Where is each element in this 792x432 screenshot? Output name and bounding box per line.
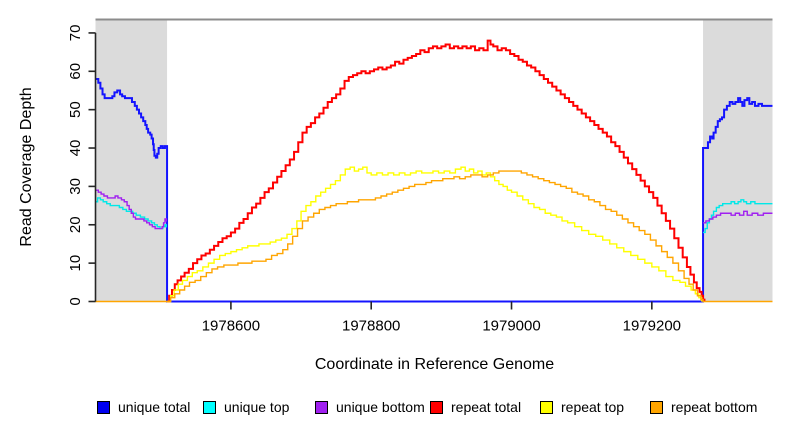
legend-label: unique total <box>118 399 191 415</box>
y-tick-label: 30 <box>67 178 84 195</box>
legend-label: repeat bottom <box>671 399 758 415</box>
legend-swatch-unique-top <box>203 401 216 414</box>
legend-item-unique-top: unique top <box>203 399 289 415</box>
legend-item-repeat-top: repeat top <box>540 399 624 415</box>
legend-swatch-unique-bottom <box>315 401 328 414</box>
series-repeat-bottom-line <box>95 170 773 303</box>
legend-item-unique-bottom: unique bottom <box>315 399 425 415</box>
y-tick-label: 60 <box>67 63 84 80</box>
y-tick-label: 50 <box>67 101 84 118</box>
legend-swatch-unique-total <box>97 401 110 414</box>
coverage-plot: 0 10 20 30 40 50 60 70 1978600 1978800 1979000 1979… <box>67 18 773 335</box>
y-tick-label: 40 <box>67 140 84 157</box>
series-unique-bottom-line <box>703 210 773 224</box>
series-repeat-total-line <box>167 39 706 303</box>
series-repeat-top-line <box>167 166 703 303</box>
y-tick-label: 0 <box>67 297 84 305</box>
x-tick-label: 1978800 <box>342 318 400 335</box>
legend-label: unique bottom <box>336 399 425 415</box>
legend-item-unique-total: unique total <box>97 399 190 415</box>
x-axis-title: Coordinate in Reference Genome <box>314 356 555 373</box>
y-tick-label: 70 <box>67 25 84 42</box>
shaded-region-right <box>703 19 773 302</box>
y-tick-label: 10 <box>67 255 84 272</box>
legend-swatch-repeat-bottom <box>650 401 663 414</box>
legend-item-repeat-bottom: repeat bottom <box>650 399 757 415</box>
legend-swatch-repeat-top <box>540 401 553 414</box>
series-unique-total-line <box>95 77 773 303</box>
x-tick-label: 1979000 <box>482 318 540 335</box>
legend-swatch-repeat-total <box>430 401 443 414</box>
x-tick-label: 1979200 <box>623 318 681 335</box>
y-tick-label: 20 <box>67 216 84 233</box>
legend-label: repeat top <box>561 399 625 415</box>
x-tick-label: 1978600 <box>202 318 260 335</box>
legend-label: repeat total <box>451 399 522 415</box>
legend-item-repeat-total: repeat total <box>430 399 521 415</box>
legend-label: unique top <box>224 399 290 415</box>
series-unique-bottom-line <box>95 189 168 230</box>
shaded-region-left <box>95 19 168 302</box>
legend: unique total unique top unique bottom re… <box>0 399 792 417</box>
